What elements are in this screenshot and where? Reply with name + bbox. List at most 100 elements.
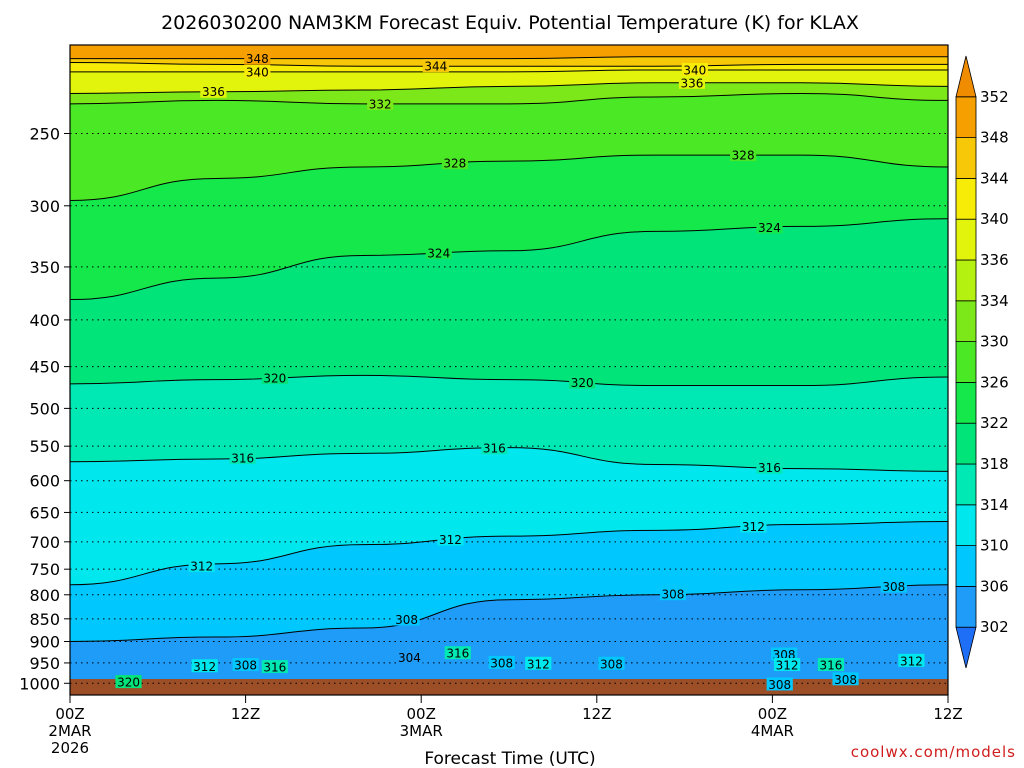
colorbar-segment-14 [955,55,977,98]
y-tick-label-350: 350 [29,258,60,277]
colorbar-label-352: 352 [980,88,1009,106]
contour-lines [70,56,948,642]
colorbar-label-334: 334 [980,292,1009,310]
low-label-4: 304 [396,650,423,665]
y-tick-label-500: 500 [29,399,60,418]
y-tick-label-700: 700 [29,533,60,552]
contour-344 [70,61,948,67]
svg-text:340: 340 [683,63,706,77]
contour-labels: 308 308 308 312 312 312 316 316 316 320 320 324 324 3… [115,51,925,692]
low-label-12: 308 [766,677,793,692]
colorbar-label-326: 326 [980,373,1009,391]
svg-text:316: 316 [446,647,469,661]
low-label-6: 308 [488,655,515,670]
contour-label-340: 340 [681,62,708,77]
svg-text:328: 328 [443,157,466,171]
x-tick-label-60-0: 12Z [933,705,962,723]
y-tick-label-1000: 1000 [19,674,60,693]
y-tick-label-400: 400 [29,311,60,330]
x-axis-label: Forecast Time (UTC) [424,749,595,768]
contour-label-328: 328 [730,148,757,163]
contour-label-312: 312 [188,558,215,573]
svg-text:308: 308 [768,678,791,692]
svg-text:312: 312 [900,654,923,668]
colorbar-segment-13 [955,96,977,139]
x-tick-label-0-2: 2026 [51,739,89,757]
contour-348 [70,56,948,60]
contour-label-348: 348 [244,51,271,66]
colorbar-segment-10 [955,218,977,261]
colorbar-segment-6 [955,381,977,424]
svg-text:312: 312 [193,660,216,674]
low-label-1: 312 [191,659,218,674]
contour-label-316: 316 [756,460,783,475]
colorbar-label-322: 322 [980,414,1009,432]
contour-340 [70,69,948,73]
low-label-2: 308 [232,658,259,673]
svg-text:308: 308 [834,673,857,687]
svg-text:320: 320 [117,676,140,690]
colorbar-label-306: 306 [980,577,1009,595]
colorbar-segment-1 [955,586,977,628]
svg-text:308: 308 [395,613,418,627]
svg-text:316: 316 [819,659,842,673]
svg-text:316: 316 [231,451,254,465]
svg-text:304: 304 [398,651,421,665]
contour-label-308: 308 [659,587,686,602]
low-label-14: 312 [898,653,925,668]
contour-label-332: 332 [367,96,394,111]
contour-label-316: 316 [481,441,508,456]
x-tick-label-48-0: 00Z [758,705,787,723]
colorbar-label-330: 330 [980,333,1009,351]
x-tick-label-24-1: 3MAR [400,722,443,740]
svg-text:308: 308 [490,656,513,670]
colorbar-label-310: 310 [980,537,1009,555]
y-tick-label-250: 250 [29,124,60,143]
colorbar-label-344: 344 [980,169,1009,187]
y-tick-label-800: 800 [29,586,60,605]
contour-label-324: 324 [756,220,783,235]
temperature-fill-bands [70,45,948,695]
colorbar-segment-2 [955,545,977,587]
colorbar-segment-0 [955,626,977,669]
svg-text:316: 316 [758,461,781,475]
contour-label-320: 320 [569,375,596,390]
colorbar-segment-11 [955,177,977,220]
contour-label-312: 312 [740,519,767,534]
colorbar-label-318: 318 [980,455,1009,473]
contour-label-308: 308 [393,612,420,627]
contour-label-320: 320 [261,370,288,385]
contour-label-328: 328 [441,156,468,171]
colorbar-label-336: 336 [980,251,1009,269]
contour-332 [70,92,948,105]
y-axis: 250 300 350 400 450 500 550 600 650 700 750 800 850 9… [19,124,70,693]
svg-text:344: 344 [424,60,447,74]
svg-text:348: 348 [246,52,269,66]
x-tick-label-12-0: 12Z [231,705,260,723]
colorbar-segment-12 [955,137,977,179]
contour-label-336: 336 [200,84,227,99]
svg-text:316: 316 [483,442,506,456]
colorbar-segment-4 [955,463,977,506]
low-label-10: 312 [773,658,801,673]
colorbar-segment-9 [955,259,977,302]
x-tick-label-0-0: 00Z [55,705,84,723]
y-tick-label-750: 750 [29,560,60,579]
y-tick-label-950: 950 [29,654,60,673]
contour-328 [70,154,948,201]
contour-label-324: 324 [425,245,452,260]
svg-text:316: 316 [263,661,286,675]
svg-text:308: 308 [882,580,905,594]
low-label-11: 316 [817,658,845,673]
low-label-7: 312 [525,656,552,671]
contour-324 [70,218,948,301]
contour-label-316: 316 [229,450,256,465]
colorbar-label-348: 348 [980,129,1009,147]
colorbar-segment-8 [955,300,977,342]
contour-312 [70,520,948,586]
svg-text:340: 340 [246,65,269,79]
svg-text:308: 308 [234,659,257,673]
contour-316 [70,447,948,472]
